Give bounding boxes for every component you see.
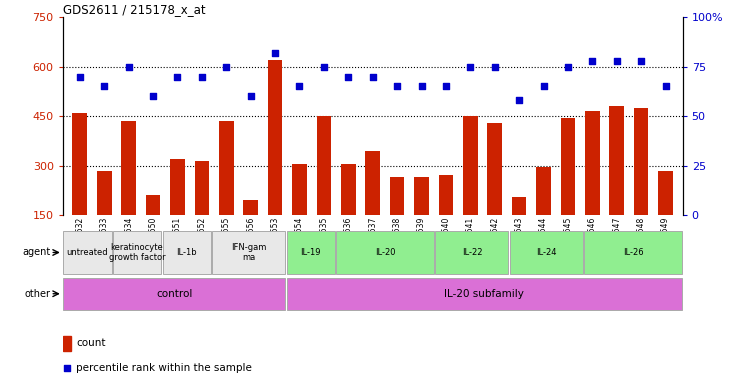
Text: untreated: untreated [66,248,108,257]
Point [269,50,281,56]
Bar [510,231,583,274]
Bar [390,177,404,265]
Bar [292,164,307,265]
Text: percentile rank within the sample: percentile rank within the sample [76,363,252,373]
Bar [610,106,624,265]
Point [440,83,452,89]
Bar [561,118,575,265]
Point [415,83,427,89]
Text: GDS2611 / 215178_x_at: GDS2611 / 215178_x_at [63,3,205,16]
Bar [463,116,477,265]
Text: IL-20: IL-20 [375,248,396,257]
Text: IFN-gam
ma: IFN-gam ma [231,243,266,262]
Point [123,64,134,70]
Bar [337,231,434,274]
Text: agent: agent [22,247,50,258]
Bar [97,170,111,265]
Point [660,83,672,89]
Bar [585,111,600,265]
Bar [268,60,283,265]
Bar [72,113,87,265]
Text: keratinocyte
growth factor: keratinocyte growth factor [108,243,165,262]
Bar [170,159,184,265]
Bar [113,231,161,274]
Bar [341,164,356,265]
Point [221,64,232,70]
Point [196,73,208,79]
Bar [63,231,111,274]
Point [74,73,86,79]
Text: IL-19: IL-19 [300,248,321,257]
Bar [162,231,211,274]
Point [562,64,574,70]
Point [537,83,549,89]
Point [489,64,500,70]
Point [61,365,73,371]
Point [635,58,647,64]
Text: count: count [76,338,106,348]
Point [318,64,330,70]
Point [367,73,379,79]
Text: other: other [24,289,50,299]
Bar [414,177,429,265]
Bar [487,123,502,265]
Point [147,93,159,99]
Bar [219,121,233,265]
Bar [63,336,72,351]
Point [171,73,183,79]
Point [342,73,354,79]
Bar [63,278,285,310]
Text: IL-22: IL-22 [462,248,482,257]
Bar [365,151,380,265]
Bar [438,175,453,265]
Text: IL-26: IL-26 [623,248,644,257]
Bar [512,197,526,265]
Point [245,93,257,99]
Bar [286,278,682,310]
Point [98,83,110,89]
Bar [195,161,209,265]
Text: IL-1b: IL-1b [176,248,197,257]
Bar [435,231,508,274]
Point [391,83,403,89]
Text: IL-24: IL-24 [536,248,556,257]
Bar [213,231,285,274]
Point [513,97,525,103]
Bar [145,195,160,265]
Text: IL-20 subfamily: IL-20 subfamily [444,289,524,299]
Bar [658,170,673,265]
Point [587,58,599,64]
Bar [317,116,331,265]
Bar [537,167,551,265]
Bar [121,121,136,265]
Point [294,83,306,89]
Point [464,64,476,70]
Bar [634,108,649,265]
Bar [244,200,258,265]
Text: control: control [156,289,193,299]
Point [611,58,623,64]
Bar [584,231,682,274]
Bar [286,231,335,274]
